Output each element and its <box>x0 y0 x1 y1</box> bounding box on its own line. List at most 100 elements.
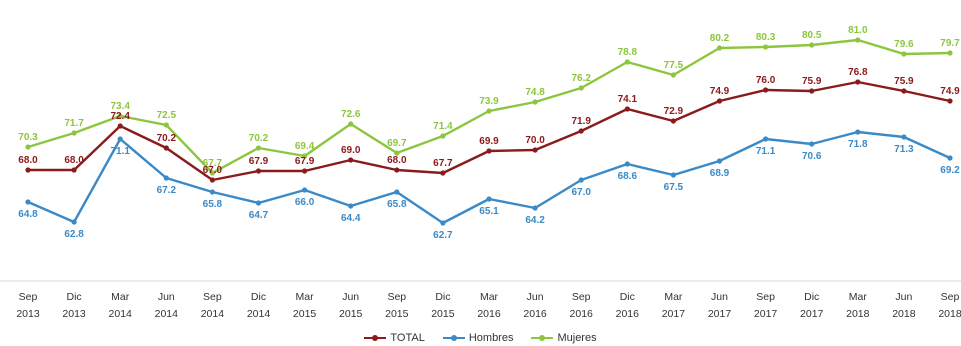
point-hombres <box>440 220 446 226</box>
x-tick-month: Jun <box>342 291 359 303</box>
x-tick-year: 2016 <box>616 308 640 320</box>
data-label-mujeres: 72.6 <box>341 109 361 120</box>
data-label-hombres: 69.2 <box>940 165 960 176</box>
x-tick-month: Mar <box>296 291 315 303</box>
data-label-hombres: 71.1 <box>110 146 130 157</box>
x-tick-year: 2014 <box>155 308 179 320</box>
data-label-hombres: 66.0 <box>295 197 315 208</box>
x-tick-year: 2013 <box>16 308 40 320</box>
data-label-mujeres: 73.9 <box>479 96 499 107</box>
x-tick-year: 2015 <box>385 308 409 320</box>
data-label-hombres: 64.2 <box>525 215 545 226</box>
data-label-total: 67.7 <box>433 158 453 169</box>
data-label-hombres: 67.0 <box>571 187 591 198</box>
point-total <box>348 157 354 163</box>
point-total <box>855 79 861 85</box>
point-mujeres <box>855 37 861 43</box>
legend-label-mujeres: Mujeres <box>557 332 597 344</box>
point-total <box>394 167 400 173</box>
point-mujeres <box>624 59 630 65</box>
point-mujeres <box>394 150 400 156</box>
point-total <box>163 145 169 151</box>
point-hombres <box>117 136 123 142</box>
point-mujeres <box>209 170 215 176</box>
data-label-hombres: 67.5 <box>664 182 684 193</box>
x-tick-month: Jun <box>711 291 728 303</box>
data-label-hombres: 71.8 <box>848 139 868 150</box>
data-label-total: 69.0 <box>341 145 361 156</box>
point-mujeres <box>117 113 123 119</box>
data-labels: 68.0 68.0 72.4 70.2 67.0 67.9 67.9 69.0 68.0 67.7… <box>18 25 960 241</box>
data-label-mujeres: 80.2 <box>710 33 730 44</box>
point-total <box>209 177 215 183</box>
data-label-total: 72.4 <box>110 111 130 122</box>
point-total <box>809 88 815 94</box>
data-label-total: 75.9 <box>894 76 914 87</box>
data-label-mujeres: 80.3 <box>756 32 776 43</box>
x-tick-labels: Sep 2013 Dic 2013 Mar 2014 Jun 2014 Sep 2014 Dic 20… <box>16 291 961 320</box>
data-label-hombres: 62.7 <box>433 230 453 241</box>
point-mujeres <box>716 45 723 51</box>
data-label-total: 74.9 <box>710 86 730 97</box>
data-label-mujeres: 80.5 <box>802 30 822 41</box>
data-label-hombres: 70.6 <box>802 151 822 162</box>
legend: TOTAL Hombres Mujeres <box>0 330 961 346</box>
data-label-mujeres: 69.7 <box>387 138 407 149</box>
data-label-total: 67.9 <box>295 156 315 167</box>
legend-item-total: TOTAL <box>364 332 425 344</box>
x-tick-year: 2014 <box>247 308 271 320</box>
point-total <box>25 167 31 173</box>
data-label-hombres: 71.3 <box>894 144 914 155</box>
data-label-total: 71.9 <box>571 116 591 127</box>
point-total <box>117 123 123 129</box>
data-label-mujeres: 67.7 <box>203 158 223 169</box>
data-label-mujeres: 74.8 <box>525 87 545 98</box>
point-hombres <box>809 141 815 147</box>
legend-item-hombres: Hombres <box>442 332 514 344</box>
x-tick-month: Dic <box>620 291 635 303</box>
data-label-hombres: 65.8 <box>387 199 407 210</box>
data-label-total: 74.1 <box>618 94 638 105</box>
point-mujeres <box>348 121 354 127</box>
data-label-mujeres: 76.2 <box>571 73 591 84</box>
point-mujeres <box>163 122 169 128</box>
x-tick-year: 2017 <box>708 308 732 320</box>
point-total <box>302 168 308 174</box>
point-mujeres <box>302 153 308 159</box>
legend-swatch-hombres <box>442 335 465 341</box>
data-label-total: 68.0 <box>387 155 407 166</box>
legend-label-hombres: Hombres <box>468 332 514 344</box>
point-mujeres <box>578 85 584 91</box>
point-total <box>763 87 769 93</box>
point-total <box>670 118 677 124</box>
point-hombres <box>763 136 769 142</box>
data-label-hombres: 71.1 <box>756 146 776 157</box>
point-hombres <box>486 196 492 202</box>
data-label-total: 70.2 <box>157 133 177 144</box>
x-tick-year: 2017 <box>754 308 778 320</box>
x-tick-month: Mar <box>111 291 130 303</box>
series-points <box>25 37 953 226</box>
data-label-mujeres: 79.6 <box>894 39 914 50</box>
point-hombres <box>71 219 77 225</box>
data-label-mujeres: 81.0 <box>848 25 868 36</box>
point-mujeres <box>532 99 538 105</box>
x-tick-year: 2018 <box>938 308 961 320</box>
point-hombres <box>855 129 861 135</box>
data-label-mujeres: 78.8 <box>618 47 638 58</box>
data-label-total: 67.9 <box>249 156 269 167</box>
x-tick-month: Dic <box>804 291 819 303</box>
data-label-hombres: 64.7 <box>249 210 269 221</box>
point-mujeres <box>901 51 907 57</box>
x-tick-month: Sep <box>19 291 38 303</box>
point-hombres <box>302 187 308 193</box>
point-mujeres <box>71 130 77 136</box>
data-label-total: 74.9 <box>940 86 960 97</box>
point-mujeres <box>440 133 446 139</box>
x-tick-month: Dic <box>251 291 266 303</box>
point-total <box>901 88 907 94</box>
data-label-mujeres: 79.7 <box>940 38 960 49</box>
x-tick-month: Mar <box>849 291 868 303</box>
point-total <box>578 128 584 134</box>
data-label-total: 67.0 <box>203 165 223 176</box>
